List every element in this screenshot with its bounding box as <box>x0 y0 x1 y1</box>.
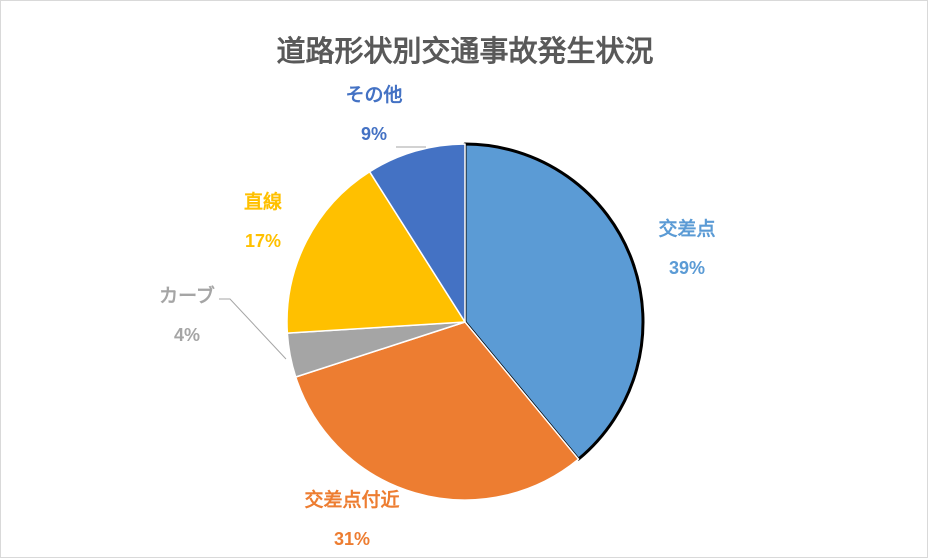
data-labels: 交差点 39% 交差点付近 31% カーブ 4% 直線 17% その他 9% <box>159 83 715 549</box>
slice-percent-3: 17% <box>245 231 281 251</box>
slice-label-2: カーブ <box>159 284 215 307</box>
slice-percent-4: 9% <box>361 124 387 144</box>
pie-slice-3 <box>286 170 466 334</box>
pie-slice-1 <box>294 321 580 501</box>
chart-title: 道路形状別交通事故発生状況 <box>276 34 653 68</box>
slice-percent-0: 39% <box>669 258 705 278</box>
slice-label-0: 交差点 <box>658 217 715 240</box>
pie-slice-0 <box>463 142 645 461</box>
slice-percent-1: 31% <box>334 529 370 549</box>
pie-slice-4 <box>368 143 466 323</box>
slice-percent-2: 4% <box>174 325 200 345</box>
leader-lines <box>219 146 426 360</box>
slice-label-3: 直線 <box>244 190 282 213</box>
pie-slices <box>286 142 645 501</box>
slice-label-1: 交差点付近 <box>304 488 399 511</box>
leader-line-2 <box>219 298 287 360</box>
slice-label-4: その他 <box>345 83 402 106</box>
